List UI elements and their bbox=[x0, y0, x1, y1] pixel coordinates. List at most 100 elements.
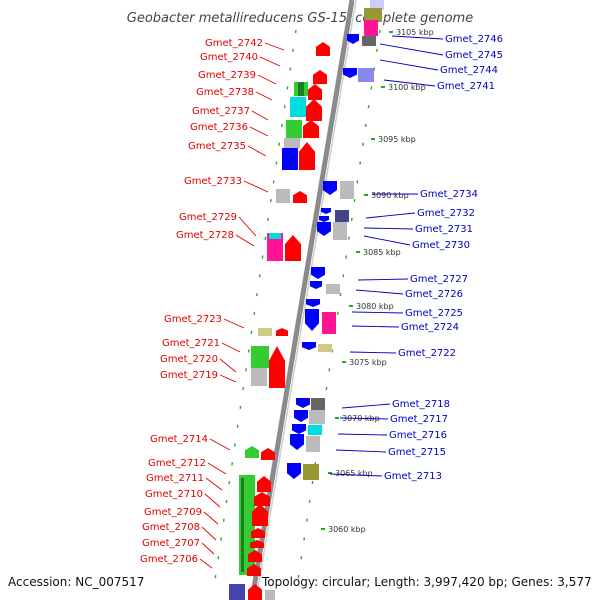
left-gene-label: Gmet_2707 bbox=[142, 538, 200, 549]
right-gene-labels: Gmet_2746 Gmet_2745 Gmet_2744 Gmet_2741 Gmet… bbox=[384, 34, 503, 482]
gene-arrow-forward bbox=[316, 42, 330, 56]
right-leader-line bbox=[341, 403, 391, 409]
left-leader-line bbox=[257, 74, 277, 85]
gene-arrow-forward bbox=[293, 191, 307, 203]
right-gene-label: Gmet_2716 bbox=[389, 430, 447, 441]
gene-arrow-reverse bbox=[287, 463, 301, 479]
tick-label: 3075 kbp bbox=[349, 358, 387, 367]
gene-block bbox=[340, 181, 354, 199]
left-gene-label: Gmet_2738 bbox=[196, 87, 254, 98]
left-gene-label: Gmet_2736 bbox=[190, 122, 248, 133]
gene-block bbox=[364, 20, 378, 36]
gene-arrow-forward bbox=[261, 448, 275, 460]
right-leader-line bbox=[337, 433, 388, 436]
gene-arrow-forward bbox=[308, 84, 322, 100]
right-gene-label: Gmet_2746 bbox=[445, 34, 503, 45]
gene-block bbox=[303, 464, 319, 480]
gene-block bbox=[335, 210, 349, 222]
right-gene-label: Gmet_2724 bbox=[401, 322, 459, 333]
gene-arrow-forward bbox=[248, 584, 262, 600]
right-leader-line bbox=[365, 212, 416, 219]
right-gene-label: Gmet_2713 bbox=[384, 471, 442, 482]
left-leader-line bbox=[235, 234, 255, 247]
right-leader-line bbox=[379, 59, 439, 71]
right-leader-line bbox=[349, 351, 397, 354]
left-leader-line bbox=[221, 342, 241, 353]
left-gene-label: Gmet_2708 bbox=[142, 522, 200, 533]
left-gene-label: Gmet_2721 bbox=[162, 338, 220, 349]
left-gene-label: Gmet_2706 bbox=[140, 554, 198, 565]
left-leader-line bbox=[249, 126, 269, 137]
gene-block bbox=[318, 344, 332, 352]
tick-label: 3085 kbp bbox=[363, 248, 401, 257]
gene-block bbox=[333, 222, 347, 240]
gene-block bbox=[290, 97, 306, 117]
gene-arrow-reverse bbox=[305, 309, 319, 331]
gene-arrow-forward bbox=[251, 528, 265, 538]
gene-block bbox=[282, 148, 298, 170]
left-gene-label: Gmet_2712 bbox=[148, 458, 206, 469]
tick-label: 3095 kbp bbox=[378, 135, 416, 144]
left-gene-label: Gmet_2709 bbox=[144, 507, 202, 518]
tick-label: 3100 kbp bbox=[388, 83, 426, 92]
right-gene-label: Gmet_2718 bbox=[392, 399, 450, 410]
left-leader-line bbox=[204, 493, 221, 508]
right-gene-label: Gmet_2732 bbox=[417, 208, 475, 219]
right-gene-label: Gmet_2715 bbox=[388, 447, 446, 458]
gene-arrow-reverse bbox=[302, 342, 316, 350]
left-leader-line bbox=[223, 318, 245, 329]
right-leader-line bbox=[351, 311, 404, 314]
right-leader-line bbox=[355, 289, 404, 295]
right-leader-line bbox=[363, 235, 411, 246]
left-leader-line bbox=[243, 180, 269, 193]
left-gene-label: Gmet_2733 bbox=[184, 176, 242, 187]
left-leader-line bbox=[205, 477, 223, 491]
left-leader-line bbox=[209, 438, 231, 451]
gene-arrow-forward bbox=[247, 564, 261, 576]
right-gene-label: Gmet_2717 bbox=[390, 414, 448, 425]
left-leader-line bbox=[259, 56, 281, 67]
left-gene-label: Gmet_2737 bbox=[192, 106, 250, 117]
gene-block bbox=[358, 68, 374, 82]
gene-block bbox=[267, 233, 283, 261]
gene-arrow-forward bbox=[254, 492, 270, 506]
gene-arrow-forward bbox=[257, 476, 271, 492]
gene-features bbox=[229, 0, 384, 600]
left-gene-label: Gmet_2723 bbox=[164, 314, 222, 325]
gene-arrow-forward bbox=[306, 99, 322, 121]
gene-block bbox=[362, 36, 376, 46]
left-gene-label: Gmet_2729 bbox=[179, 212, 237, 223]
right-leader-line bbox=[383, 79, 436, 87]
left-leader-line bbox=[264, 42, 285, 51]
gene-block bbox=[251, 346, 269, 368]
right-gene-label: Gmet_2727 bbox=[410, 274, 468, 285]
gene-arrow-reverse bbox=[343, 68, 357, 78]
right-gene-label: Gmet_2725 bbox=[405, 308, 463, 319]
gene-block bbox=[284, 138, 300, 148]
left-leader-line bbox=[201, 542, 215, 555]
left-leader-line bbox=[251, 110, 269, 121]
tick-label: 3105 kbp bbox=[396, 28, 434, 37]
tick-label: 3090 kbp bbox=[371, 191, 409, 200]
right-gene-label: Gmet_2741 bbox=[437, 81, 495, 92]
left-gene-label: Gmet_2720 bbox=[160, 354, 218, 365]
tick-label: 3080 kbp bbox=[356, 302, 394, 311]
left-gene-label: Gmet_2719 bbox=[160, 370, 218, 381]
tick-label: 3065 kbp bbox=[335, 469, 373, 478]
left-gene-label: Gmet_2742 bbox=[205, 38, 263, 49]
gene-block bbox=[241, 478, 244, 572]
gene-arrow-forward bbox=[248, 550, 262, 562]
left-leader-line bbox=[247, 145, 267, 157]
right-gene-label: Gmet_2734 bbox=[420, 189, 478, 200]
left-leader-line bbox=[199, 558, 213, 569]
gene-block bbox=[298, 82, 304, 96]
map-title: Geobacter metallireducens GS-15, complet… bbox=[127, 11, 473, 26]
gene-arrow-forward bbox=[285, 235, 301, 261]
tick-label: 3060 kbp bbox=[328, 525, 366, 534]
right-leader-line bbox=[363, 227, 414, 230]
left-gene-label: Gmet_2710 bbox=[145, 489, 203, 500]
left-leader-line bbox=[201, 526, 217, 541]
gene-block bbox=[309, 410, 325, 424]
gene-block bbox=[306, 436, 320, 452]
right-leader-line bbox=[335, 449, 387, 453]
